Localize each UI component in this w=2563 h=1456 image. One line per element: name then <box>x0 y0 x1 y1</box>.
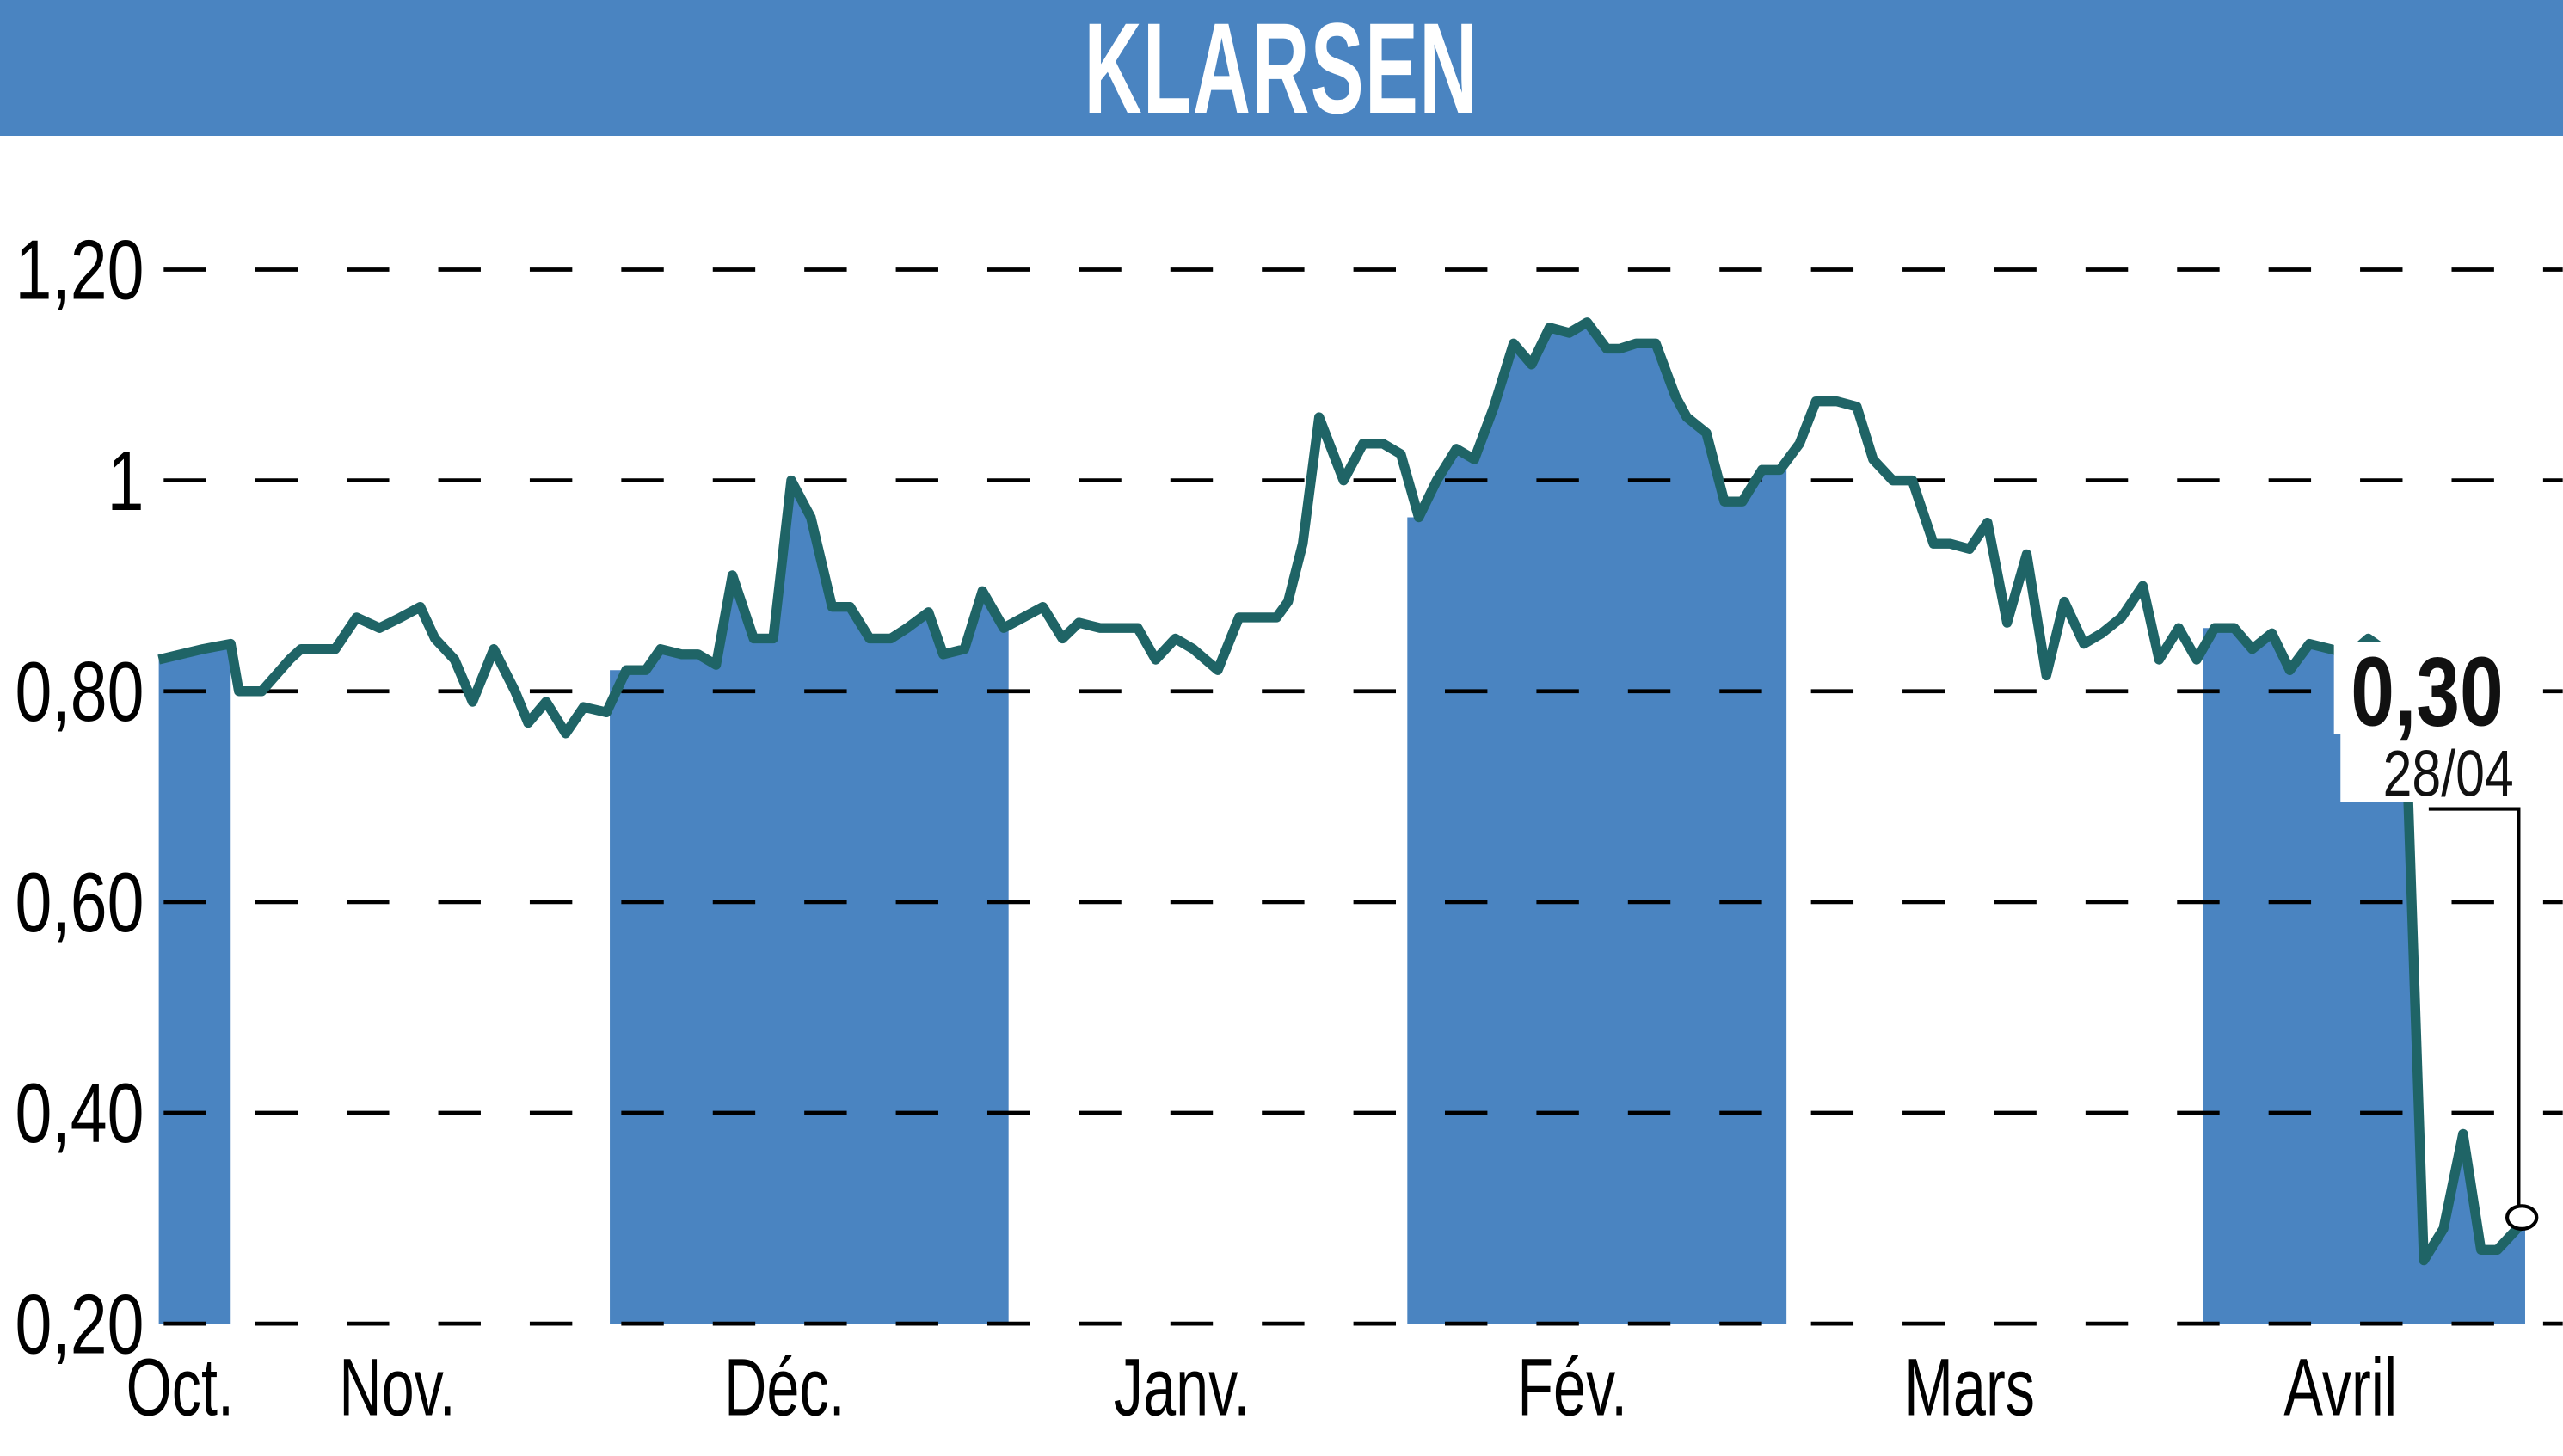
chart-title: KLARSEN <box>1084 0 1479 140</box>
last-date-label: 28/04 <box>2383 737 2514 810</box>
last-value-label: 0,30 <box>2351 637 2503 746</box>
x-tick-label: Fév. <box>1517 1341 1627 1433</box>
price-line <box>157 317 2529 1266</box>
y-tick-label: 0,20 <box>15 1276 144 1371</box>
x-tick-label: Déc. <box>724 1341 845 1433</box>
y-axis-labels: 1,20 1 0,80 0,60 0,40 0,20 <box>15 223 144 1372</box>
y-tick-label: 1,20 <box>15 223 144 317</box>
y-tick-label: 0,40 <box>15 1066 144 1160</box>
y-tick-label: 0,80 <box>15 644 144 739</box>
last-value-annotation: 0,30 28/04 <box>2333 637 2539 1231</box>
x-axis-labels: Oct. Nov. Déc. Janv. Fév. Mars Avril <box>126 1341 2398 1433</box>
y-tick-label: 0,60 <box>15 855 144 949</box>
x-tick-label: Mars <box>1904 1341 2035 1433</box>
x-tick-label: Avril <box>2283 1341 2397 1433</box>
chart-title-bar: KLARSEN <box>0 0 2563 136</box>
month-band <box>2203 628 2525 1324</box>
gridlines <box>163 267 2563 1326</box>
last-point-marker <box>2505 1204 2539 1231</box>
y-tick-label: 1 <box>108 433 144 528</box>
x-tick-label: Oct. <box>126 1341 234 1433</box>
month-band <box>1407 322 1787 1324</box>
month-band <box>158 643 231 1324</box>
x-tick-label: Nov. <box>339 1341 456 1433</box>
x-tick-label: Janv. <box>1114 1341 1250 1433</box>
callout-leader-line <box>2428 807 2521 1218</box>
